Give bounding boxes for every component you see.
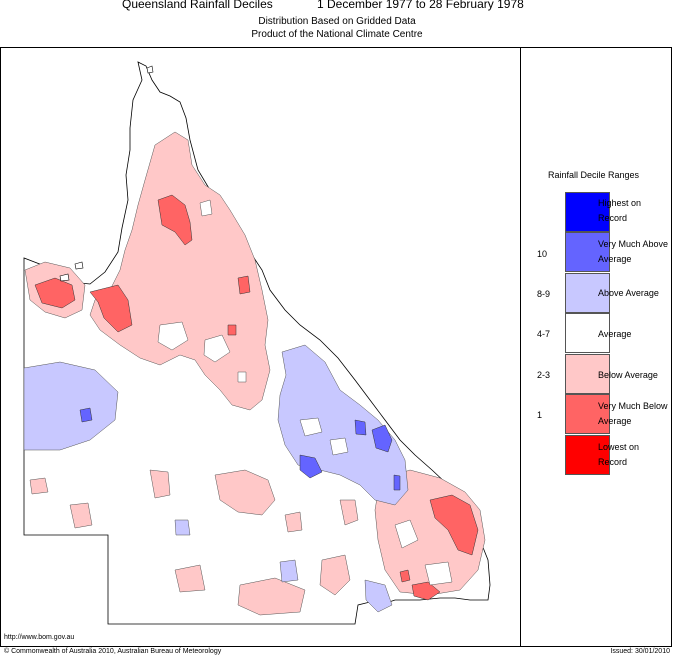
very-much-below-average-areas [34,194,479,601]
legend-title: Rainfall Decile Ranges [548,170,640,180]
map-title: Queensland Rainfall Deciles 1 December 1… [0,0,674,11]
very-much-above-average-areas [79,407,401,491]
below-average-areas [24,131,486,616]
footer-url: http://www.bom.gov.au [4,634,75,641]
legend-label-very-much-below-average: Very Much Below Average [598,401,668,426]
legend-range-1: 1 [537,410,543,420]
legend-label-below-average: Below Average [598,370,658,380]
swatch-very-much-above-average [565,232,610,272]
legend-range-4-7: 4-7 [537,329,551,339]
legend-label-lowest-on-record: Lowest on Record [598,442,640,467]
swatch-below-average [565,354,610,394]
average-pockets [157,199,453,586]
swatch-very-much-below-average [565,394,610,434]
legend-label-average: Average [598,329,632,339]
footer-copyright: © Commonwealth of Australia 2010, Austra… [4,648,222,655]
legend-label-highest-on-record: Highest on Record [598,198,642,223]
swatch-lowest-on-record [565,435,610,475]
legend-range-10: 10 [537,249,548,259]
map-frame [0,47,672,647]
legend-divider [520,47,521,647]
footer-issued-date: Issued: 30/01/2010 [610,648,670,655]
swatch-average [565,313,610,353]
legend-range-2-3: 2-3 [537,370,551,380]
legend-label-above-average: Above Average [598,288,659,298]
legend-label-very-much-above-average: Very Much Above Average [598,239,669,264]
swatch-highest-on-record [565,192,610,232]
islands [59,65,154,282]
title-period: 1 December 1977 to 28 February 1978 [317,0,524,11]
legend-range-8-9: 8-9 [537,289,551,299]
subtitle-distribution: Distribution Based on Gridded Data [258,16,416,27]
swatch-above-average [565,273,610,313]
title-region: Queensland Rainfall Deciles [122,0,273,11]
subtitle-product: Product of the National Climate Centre [251,29,423,40]
queensland-decile-map [23,61,491,625]
